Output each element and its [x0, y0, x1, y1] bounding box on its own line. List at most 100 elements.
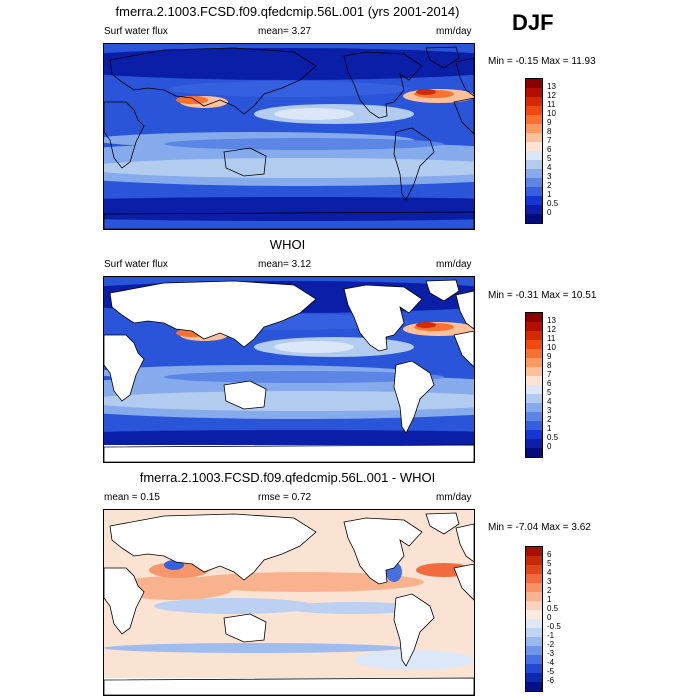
colorbar-swatch	[526, 151, 542, 161]
panel1-colorbar-swatches	[526, 79, 542, 223]
colorbar-tick-label: 7	[547, 136, 552, 145]
panel1-title: fmerra.2.1003.FCSD.f09.qfedcmip.56L.001 …	[115, 4, 460, 19]
continent-australia	[223, 380, 267, 410]
continent-eurasia	[109, 47, 317, 115]
colorbar-tick-label: 3	[547, 406, 552, 415]
colorbar-tick-label: 7	[547, 370, 552, 379]
colorbar-swatch	[526, 367, 542, 377]
colorbar-tick-label: 4	[547, 568, 552, 577]
colorbar-swatch	[526, 583, 542, 593]
colorbar-tick-label: 0.5	[547, 199, 559, 208]
panel1-mean-label: mean= 3.27	[258, 26, 312, 37]
panel1-map	[103, 43, 475, 230]
colorbar-tick-label: 3	[547, 577, 552, 586]
continent-africa	[104, 567, 145, 635]
colorbar-swatch	[526, 547, 542, 557]
colorbar-swatch	[526, 682, 542, 691]
colorbar-tick-label: 4	[547, 397, 552, 406]
colorbar-tick-label: -0.5	[547, 622, 561, 631]
colorbar-swatch	[526, 655, 542, 665]
panel3-colorbar	[525, 546, 543, 692]
continent-africa	[104, 334, 145, 402]
colorbar-tick-label: 4	[547, 163, 552, 172]
continent-africa-west	[453, 97, 474, 135]
colorbar-tick-label: 6	[547, 550, 552, 559]
panel3-colorbar-swatches	[526, 547, 542, 691]
colorbar-tick-label: 6	[547, 379, 552, 388]
continent-north-america	[343, 517, 423, 585]
panel1-variable-label: Surf water flux	[104, 26, 168, 37]
colorbar-swatch	[526, 610, 542, 620]
panel2-map	[103, 276, 475, 463]
panel2-units-label: mm/day	[436, 259, 472, 270]
continent-australia	[223, 147, 267, 177]
colorbar-swatch	[526, 592, 542, 602]
colorbar-swatch	[526, 376, 542, 386]
panel3-mean-label: mean = 0.15	[104, 492, 160, 503]
panel3-title: fmerra.2.1003.FCSD.f09.qfedcmip.56L.001 …	[139, 470, 436, 485]
colorbar-swatch	[526, 619, 542, 629]
continent-south-america	[393, 127, 435, 201]
colorbar-swatch	[526, 556, 542, 566]
colorbar-tick-label: 2	[547, 181, 552, 190]
colorbar-swatch	[526, 673, 542, 683]
panel1-minmax-label: Min = -0.15 Max = 11.93	[488, 56, 596, 67]
colorbar-tick-label: 0	[547, 613, 552, 622]
colorbar-swatch	[526, 664, 542, 674]
continent-australia	[223, 613, 267, 643]
colorbar-swatch	[526, 349, 542, 359]
colorbar-tick-label: -3	[547, 649, 555, 658]
colorbar-tick-label: 9	[547, 352, 552, 361]
colorbar-swatch	[526, 628, 542, 638]
colorbar-tick-label: 5	[547, 559, 552, 568]
colorbar-tick-label: -5	[547, 667, 555, 676]
colorbar-swatch	[526, 79, 542, 89]
colorbar-tick-label: -6	[547, 676, 555, 685]
panel2-colorbar	[525, 312, 543, 458]
panel1-colorbar	[525, 78, 543, 224]
colorbar-swatch	[526, 331, 542, 341]
panel2-mean-label: mean= 3.12	[258, 259, 312, 270]
colorbar-swatch	[526, 169, 542, 179]
continent-north-america	[343, 51, 423, 119]
colorbar-tick-label: 12	[547, 91, 556, 100]
colorbar-tick-label: 10	[547, 343, 556, 352]
colorbar-tick-label: 1	[547, 190, 552, 199]
continent-africa-west	[453, 330, 474, 368]
panel3-map-canvas	[104, 510, 474, 695]
colorbar-swatch	[526, 106, 542, 116]
colorbar-tick-label: -1	[547, 631, 555, 640]
colorbar-tick-label: 6	[547, 145, 552, 154]
colorbar-swatch	[526, 142, 542, 152]
colorbar-swatch	[526, 565, 542, 575]
colorbar-tick-label: -4	[547, 658, 555, 667]
continent-south-america	[393, 593, 435, 667]
colorbar-swatch	[526, 403, 542, 413]
colorbar-tick-label: 11	[547, 334, 556, 343]
panel3-units-label: mm/day	[436, 492, 472, 503]
continent-eurasia	[109, 280, 317, 348]
colorbar-swatch	[526, 646, 542, 656]
colorbar-swatch	[526, 412, 542, 422]
colorbar-swatch	[526, 358, 542, 368]
colorbar-tick-label: 2	[547, 415, 552, 424]
panel2-map-canvas	[104, 277, 474, 462]
colorbar-tick-label: 2	[547, 586, 552, 595]
continent-eurasia	[109, 513, 317, 581]
colorbar-swatch	[526, 421, 542, 431]
colorbar-tick-label: 10	[547, 109, 556, 118]
colorbar-swatch	[526, 430, 542, 440]
colorbar-swatch	[526, 385, 542, 395]
colorbar-swatch	[526, 205, 542, 215]
panel2-title: WHOI	[269, 237, 306, 252]
colorbar-tick-label: 0	[547, 442, 552, 451]
colorbar-swatch	[526, 448, 542, 457]
continent-europe-west	[455, 290, 474, 330]
colorbar-tick-label: 1	[547, 595, 552, 604]
colorbar-tick-label: 0	[547, 208, 552, 217]
season-label: DJF	[512, 10, 554, 35]
colorbar-tick-label: 8	[547, 361, 552, 370]
colorbar-swatch	[526, 340, 542, 350]
continent-greenland	[425, 46, 460, 69]
continent-greenland	[425, 512, 460, 535]
